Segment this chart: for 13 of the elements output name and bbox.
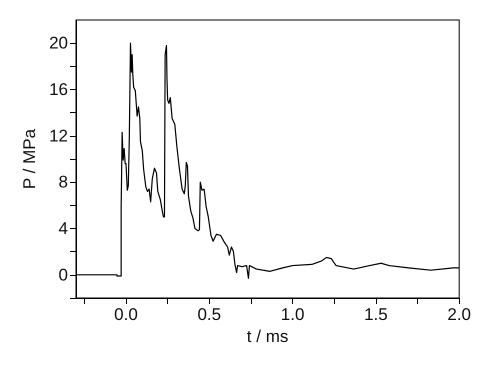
y-tick-label: 4 [58,219,68,238]
x-tick-label: 1.0 [280,305,304,324]
x-tick-label: 0.0 [114,305,138,324]
y-tick-label: 20 [49,34,68,53]
y-axis-title: P / MPa [20,128,40,190]
x-tick-label: 2.0 [447,305,472,324]
y-tick-label: 0 [58,265,68,284]
y-tick-label: 12 [49,126,68,146]
x-tick-label: 0.5 [197,305,222,324]
x-tick-label: 1.5 [364,305,388,324]
y-tick-label: 16 [49,80,68,99]
x-axis-title: t / ms [246,327,288,346]
y-tick-label: 8 [58,172,68,192]
